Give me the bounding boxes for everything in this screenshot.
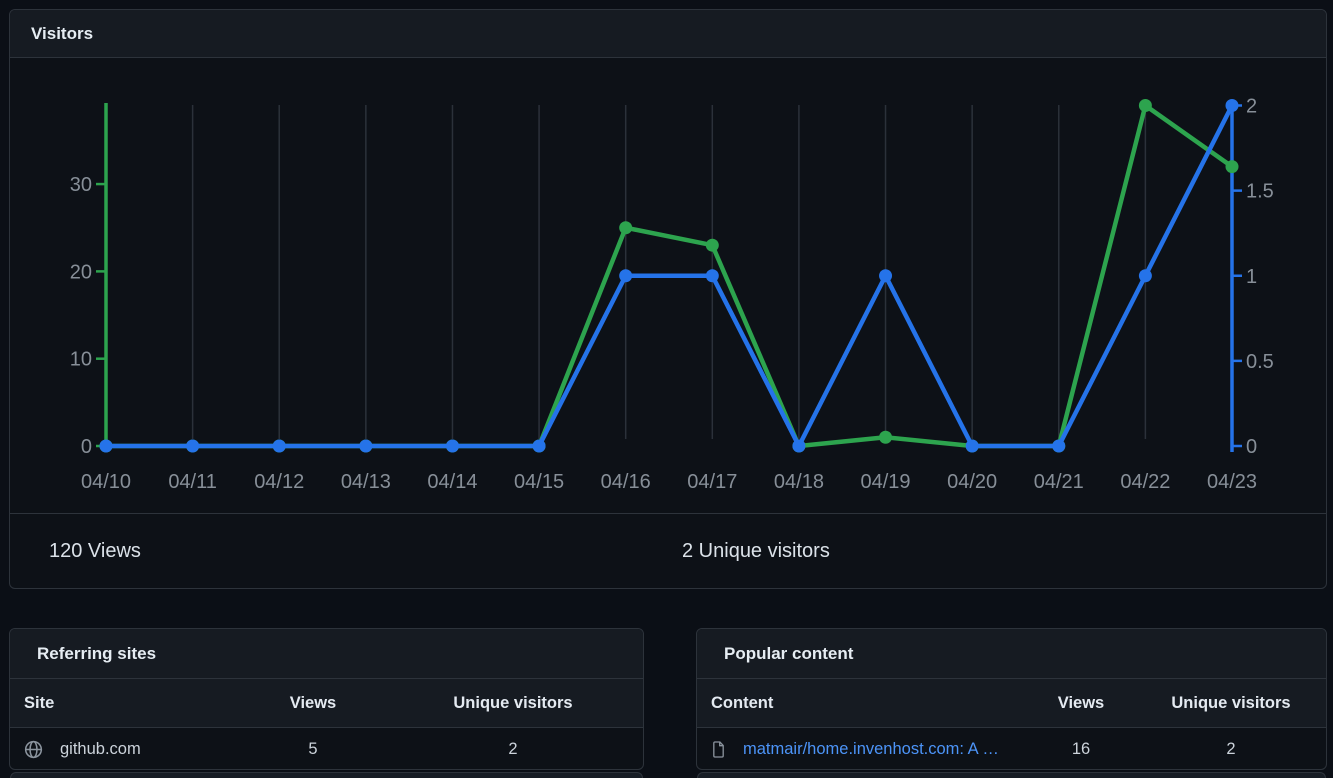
visitors-line-chart: 0 10 20 30 0 0.5 1 1.5 2 04/10 04/11 04/12 04/13 04/1… [70, 96, 1274, 494]
unique-visitors-point [99, 439, 113, 453]
globe-icon [24, 740, 43, 759]
svg-text:04/13: 04/13 [341, 471, 391, 493]
unique-visitors-point [359, 439, 373, 453]
unique-visitors-point [619, 269, 633, 283]
content-views-value: 16 [1071, 739, 1091, 758]
svg-text:04/20: 04/20 [947, 471, 997, 493]
svg-text:04/12: 04/12 [254, 471, 304, 493]
svg-text:04/16: 04/16 [601, 471, 651, 493]
visitors-card-header: Visitors [10, 10, 1326, 58]
file-icon [711, 740, 726, 758]
site-unique-visitors-value: 2 [508, 739, 518, 758]
svg-text:10: 10 [70, 349, 92, 371]
referring-sites-column-headers: Site Views Unique visitors [10, 679, 643, 728]
svg-text:04/18: 04/18 [774, 471, 824, 493]
svg-text:04/10: 04/10 [81, 471, 131, 493]
svg-text:04/17: 04/17 [687, 471, 737, 493]
unique-visitors-point [792, 439, 806, 453]
column-unique-visitors: Unique visitors [1171, 693, 1291, 712]
svg-text:04/19: 04/19 [861, 471, 911, 493]
views-point [619, 221, 633, 235]
unique-visitors-point [1138, 269, 1152, 283]
unique-visitors-point [186, 439, 200, 453]
column-views: Views [1057, 693, 1105, 712]
svg-text:04/21: 04/21 [1034, 471, 1084, 493]
total-unique-visitors-stat: 2 Unique visitors [682, 540, 830, 562]
unique-visitors-point [445, 439, 459, 453]
table-row: github.com 5 2 [10, 728, 643, 769]
svg-text:20: 20 [70, 261, 92, 283]
visitors-chart: 0 10 20 30 0 0.5 1 1.5 2 04/10 04/11 04/12 04/13 04/1… [10, 58, 1326, 513]
popular-content-title: Popular content [724, 643, 854, 663]
svg-text:2: 2 [1246, 96, 1257, 118]
column-unique-visitors: Unique visitors [453, 693, 573, 712]
svg-text:30: 30 [70, 174, 92, 196]
views-point [879, 430, 893, 444]
svg-text:04/11: 04/11 [168, 471, 217, 493]
visitors-title: Visitors [31, 23, 94, 43]
visitors-card: Visitors 0 10 20 30 0 0.5 1 1.5 2 04/10 04/11 04/12… [9, 9, 1327, 589]
svg-text:04/22: 04/22 [1120, 471, 1170, 493]
referring-sites-header: Referring sites [10, 629, 643, 679]
svg-text:04/14: 04/14 [427, 471, 477, 493]
unique-visitors-point [1052, 439, 1066, 453]
referring-site-name: github.com [60, 739, 141, 758]
unique-visitors-line [103, 103, 1235, 449]
svg-text:1: 1 [1246, 266, 1257, 288]
popular-content-column-headers: Content Views Unique visitors [697, 679, 1326, 728]
popular-content-header: Popular content [697, 629, 1326, 679]
popular-content-card: Popular content Content Views Unique vis… [696, 628, 1327, 770]
svg-text:0: 0 [1246, 436, 1257, 458]
unique-visitors-point [1225, 99, 1239, 112]
content-unique-visitors-value: 2 [1226, 739, 1236, 758]
unique-visitors-point [879, 269, 893, 283]
next-row-preview [10, 772, 643, 778]
svg-text:1.5: 1.5 [1246, 181, 1274, 203]
column-site: Site [24, 693, 55, 712]
popular-content-link[interactable]: matmair/home.invenhost.com: A … [743, 739, 999, 758]
table-row: matmair/home.invenhost.com: A … 16 2 [697, 728, 1326, 769]
views-point [1225, 160, 1239, 174]
svg-text:04/23: 04/23 [1207, 471, 1257, 493]
referring-sites-card: Referring sites Site Views Unique visito… [9, 628, 644, 770]
site-views-value: 5 [308, 739, 318, 758]
unique-visitors-point [272, 439, 286, 453]
svg-text:04/15: 04/15 [514, 471, 564, 493]
views-point [1138, 99, 1152, 112]
referring-sites-title: Referring sites [37, 643, 157, 663]
next-row-preview [697, 772, 1326, 778]
views-point [705, 238, 719, 252]
unique-visitors-point [532, 439, 546, 453]
unique-visitors-point [965, 439, 979, 453]
total-views-stat: 120 Views [49, 540, 141, 562]
unique-visitors-point [705, 269, 719, 283]
svg-text:0: 0 [81, 436, 92, 458]
column-content: Content [711, 693, 774, 712]
svg-text:0.5: 0.5 [1246, 351, 1274, 373]
visitors-summary-bar: 120 Views 2 Unique visitors [10, 513, 1326, 588]
column-views: Views [289, 693, 337, 712]
